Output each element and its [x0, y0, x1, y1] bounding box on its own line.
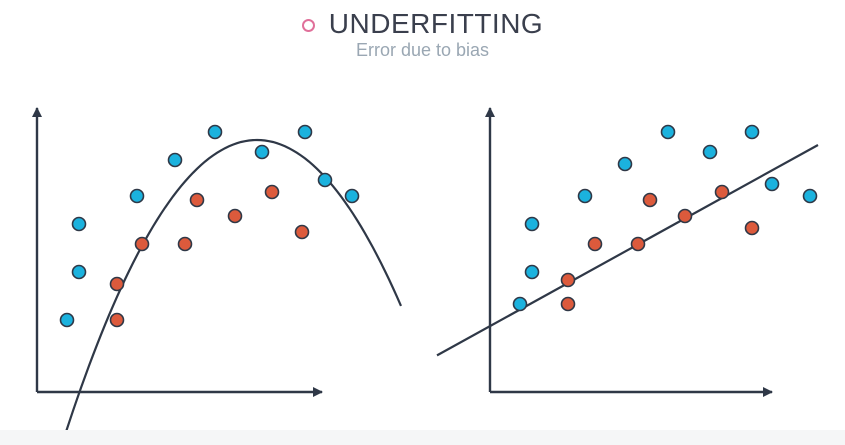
blue-data-point	[524, 216, 540, 232]
blue-data-point	[167, 152, 183, 168]
circle-bullet-icon	[301, 18, 315, 32]
blue-data-point	[617, 156, 633, 172]
red-data-point	[744, 220, 760, 236]
red-data-point	[227, 208, 243, 224]
slide-subtitle: Error due to bias	[355, 40, 490, 60]
red-data-point	[264, 184, 280, 200]
right-plot	[436, 107, 819, 397]
blue-data-point	[744, 124, 760, 140]
blue-data-point	[71, 264, 87, 280]
red-data-point	[134, 236, 150, 252]
blue-data-point	[207, 124, 223, 140]
blue-data-point	[660, 124, 676, 140]
blue-data-point	[577, 188, 593, 204]
blue-data-point	[764, 176, 780, 192]
fit-line	[436, 144, 819, 357]
bottom-strip	[0, 430, 845, 445]
red-data-point	[177, 236, 193, 252]
left-plot	[32, 107, 403, 445]
red-data-point	[294, 224, 310, 240]
fit-curve	[60, 138, 403, 445]
red-data-point	[109, 312, 125, 328]
red-data-point	[677, 208, 693, 224]
red-data-point	[560, 272, 576, 288]
blue-data-point	[71, 216, 87, 232]
red-data-point	[642, 192, 658, 208]
blue-data-point	[524, 264, 540, 280]
blue-data-point	[344, 188, 360, 204]
title-row: UNDERFITTING	[0, 8, 845, 40]
blue-data-point	[129, 188, 145, 204]
red-data-point	[560, 296, 576, 312]
blue-data-point	[802, 188, 818, 204]
blue-data-point	[512, 296, 528, 312]
red-data-point	[109, 276, 125, 292]
blue-data-point	[702, 144, 718, 160]
blue-data-point	[254, 144, 270, 160]
red-data-point	[189, 192, 205, 208]
red-data-point	[630, 236, 646, 252]
blue-data-point	[297, 124, 313, 140]
red-data-point	[587, 236, 603, 252]
blue-data-point	[317, 172, 333, 188]
blue-data-point	[59, 312, 75, 328]
slide-title: UNDERFITTING	[328, 8, 544, 39]
red-data-point	[714, 184, 730, 200]
